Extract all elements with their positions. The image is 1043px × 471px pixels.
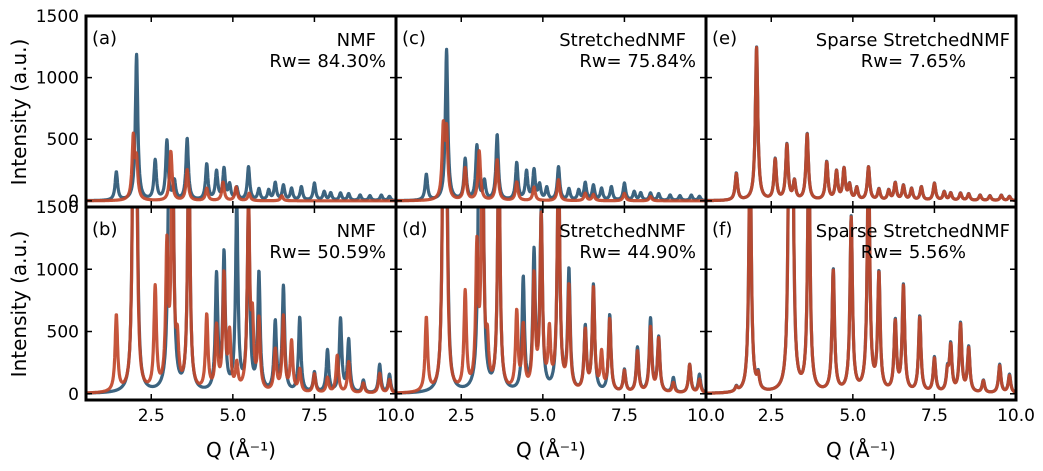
panel-letter: (d) <box>402 219 427 240</box>
x-tick-label: 5.0 <box>839 406 866 426</box>
method-label: NMF <box>337 30 376 51</box>
y-tick-label: 0 <box>68 385 79 405</box>
series-line-reconstruction <box>86 131 396 203</box>
rw-label: Rw= 75.84% <box>579 51 696 72</box>
series-line-reconstruction <box>396 119 706 203</box>
y-tick-label: 1500 <box>36 7 79 27</box>
panel-letter: (e) <box>712 28 737 49</box>
rw-label: Rw= 84.30% <box>269 51 386 72</box>
x-tick-label: 7.5 <box>301 406 328 426</box>
panel-letter: (a) <box>92 28 117 49</box>
x-tick-label: 10.0 <box>687 406 725 426</box>
series-line-reconstruction <box>706 45 1016 203</box>
x-tick-label: 10.0 <box>997 406 1035 426</box>
x-tick-label: 2.5 <box>138 406 165 426</box>
x-axis-title-right: Q (Å⁻¹) <box>826 438 896 462</box>
panel-letter: (c) <box>402 28 426 49</box>
y-tick-label: 0 <box>68 192 79 212</box>
panel-letter: (f) <box>712 219 732 240</box>
panel-letter: (b) <box>92 219 117 240</box>
y-axis-title-bottom: Intensity (a.u.) <box>7 231 31 378</box>
panel-frame <box>704 205 1018 402</box>
series-line-reconstruction <box>706 207 1016 395</box>
method-label: StretchedNMF <box>559 221 686 242</box>
rw-label: Rw= 7.65% <box>861 51 966 72</box>
series-line-observed <box>86 52 396 203</box>
method-label: StretchedNMF <box>559 30 686 51</box>
method-label: Sparse StretchedNMF <box>816 30 1010 51</box>
method-label: NMF <box>337 221 376 242</box>
x-tick-label: 7.5 <box>611 406 638 426</box>
rw-label: Rw= 5.56% <box>861 242 966 263</box>
x-tick-label: 5.0 <box>219 406 246 426</box>
x-tick-label: 2.5 <box>448 406 475 426</box>
series-line-reconstruction <box>86 207 396 395</box>
x-tick-label: 2.5 <box>758 406 785 426</box>
series-line-reconstruction <box>396 207 706 395</box>
y-tick-label: 1000 <box>36 69 79 89</box>
y-axis-title-top: Intensity (a.u.) <box>7 39 31 186</box>
y-tick-label: 500 <box>47 323 79 343</box>
rw-label: Rw= 50.59% <box>269 242 386 263</box>
y-tick-label: 500 <box>47 130 79 150</box>
x-tick-label: 7.5 <box>921 406 948 426</box>
rw-label: Rw= 44.90% <box>579 242 696 263</box>
x-axis-title-mid: Q (Å⁻¹) <box>516 438 586 462</box>
x-tick-label: 10.0 <box>377 406 415 426</box>
y-tick-label: 1000 <box>36 260 79 280</box>
x-axis-title-left: Q (Å⁻¹) <box>206 438 276 462</box>
x-tick-label: 5.0 <box>529 406 556 426</box>
y-tick-label: 1500 <box>36 198 79 218</box>
method-label: Sparse StretchedNMF <box>816 221 1010 242</box>
